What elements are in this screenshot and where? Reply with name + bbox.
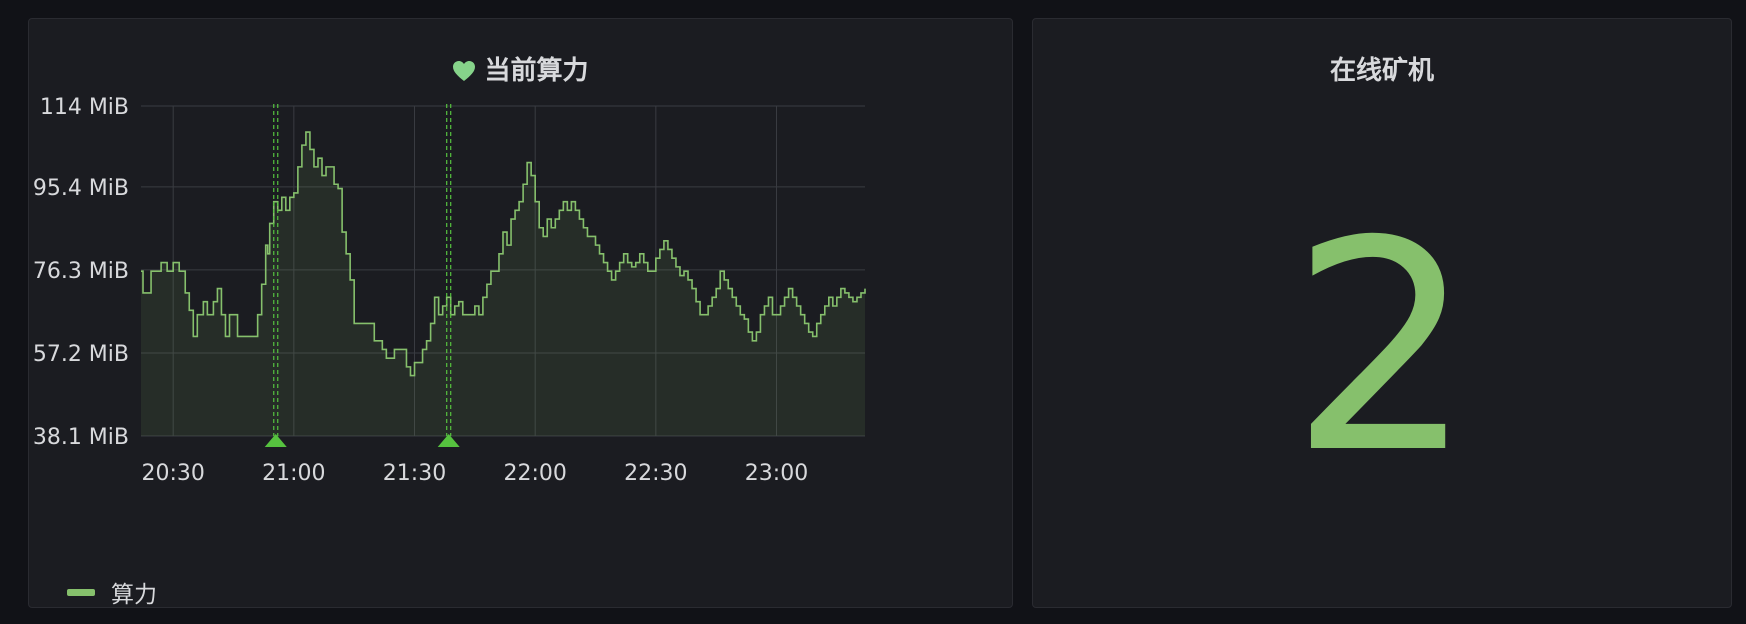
x-tick-label: 22:30 xyxy=(624,461,687,486)
hashrate-panel-title[interactable]: 当前算力 xyxy=(29,51,1012,91)
annotation-marker-icon xyxy=(437,434,460,447)
x-tick-label: 20:30 xyxy=(141,461,204,486)
annotation-marker-icon xyxy=(264,434,287,447)
x-tick-label: 23:00 xyxy=(745,461,808,486)
online-miners-panel: 在线矿机 2 xyxy=(1032,18,1732,608)
series-area-hashrate xyxy=(141,132,865,436)
hashrate-title-text: 当前算力 xyxy=(484,56,589,86)
x-tick-label: 21:00 xyxy=(262,461,325,486)
hashrate-chart[interactable]: 38.1 MiB 57.2 MiB 76.3 MiB 95.4 MiB 114 MiB 2… xyxy=(29,19,1012,607)
online-miners-title-text: 在线矿机 xyxy=(1329,56,1434,86)
x-tick-label: 21:30 xyxy=(383,461,446,486)
y-tick-label: 95.4 MiB xyxy=(33,176,129,201)
hashrate-panel: 当前算力 38.1 MiB 57.2 MiB 76.3 MiB 95.4 MiB 114… xyxy=(28,18,1013,608)
x-tick-label: 22:00 xyxy=(503,461,566,486)
heart-icon xyxy=(453,61,476,81)
online-miners-value: 2 xyxy=(1289,180,1475,517)
y-tick-label: 38.1 MiB xyxy=(33,425,129,450)
y-tick-label: 57.2 MiB xyxy=(33,342,129,367)
online-miners-panel-title[interactable]: 在线矿机 xyxy=(1033,51,1731,91)
legend-label-hashrate[interactable]: 算力 xyxy=(111,582,157,608)
chart-legend: 算力 xyxy=(67,575,157,609)
y-tick-label: 114 MiB xyxy=(40,95,129,120)
legend-swatch-hashrate xyxy=(67,588,95,596)
series-line-hashrate xyxy=(141,131,866,377)
y-tick-label: 76.3 MiB xyxy=(33,259,129,284)
